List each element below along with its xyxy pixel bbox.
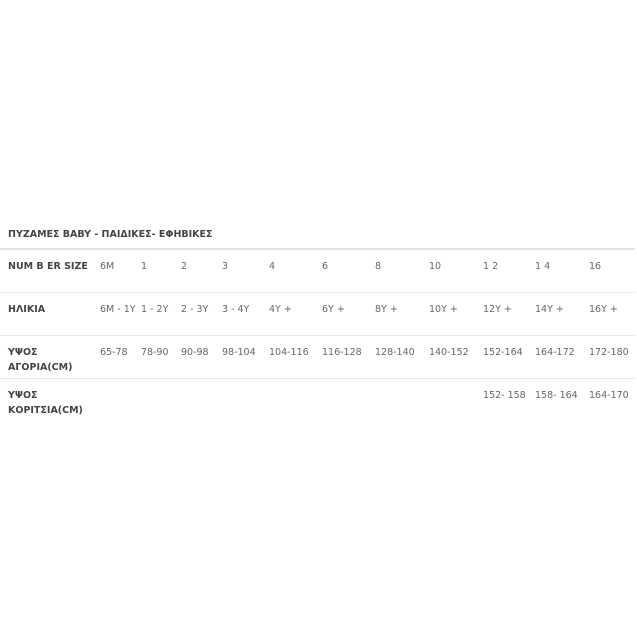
row-label: NUM B ER SIZE [0, 249, 100, 293]
table-cell [222, 379, 269, 422]
girls-height-row: ΥΨΟΣ ΚΟΡΙΤΣΙΑ(CM) 152- 158 158- 164 164-170 [0, 379, 635, 422]
table-cell: 16Y + [589, 292, 635, 336]
table-cell: 8Y + [375, 292, 429, 336]
table-cell: 8 [375, 249, 429, 293]
table-cell: 164-170 [589, 390, 629, 401]
table-cell: 6Y + [322, 292, 375, 336]
table-cell: 78-90 [141, 335, 181, 379]
table-cell: 10 [429, 249, 483, 293]
table-cell: 98-104 [222, 335, 269, 379]
table-cell: 128-140 [375, 335, 429, 379]
table-cell: 90-98 [181, 335, 222, 379]
table-cell [100, 379, 141, 422]
table-cell: 152-164 [483, 335, 535, 379]
table-title: ΠΥΖΑΜΕΣ BABY - ΠΑΙΔΙΚΕΣ- ΕΦΗΒΙΚΕΣ [8, 229, 213, 240]
table-cell [322, 379, 375, 422]
table-cell: 16 [589, 249, 635, 293]
table-cell: 6 [322, 249, 375, 293]
table-cell: 2 - 3Y [181, 292, 222, 336]
table-cell: 1 - 2Y [141, 292, 181, 336]
table-cell [375, 379, 429, 422]
table-cell: 172-180 [589, 335, 635, 379]
table-cell: 1 4 [535, 249, 589, 293]
table-cell: 14Y + [535, 292, 589, 336]
table-cell [181, 379, 222, 422]
table-cell: 164-172 [535, 335, 589, 379]
table-cell: 3 [222, 249, 269, 293]
row-label: ΥΨΟΣ ΚΟΡΙΤΣΙΑ(CM) [8, 390, 83, 416]
table-cell: 1 2 [483, 249, 535, 293]
table-cell: 4Y + [269, 292, 322, 336]
table-cell: 152- 158 [483, 390, 526, 401]
table-cell: 116-128 [322, 335, 375, 379]
boys-height-row: ΥΨΟΣ ΑΓΟΡΙΑ(CM) 65-78 78-90 90-98 98-104 104-… [0, 335, 635, 379]
table-cell: 2 [181, 249, 222, 293]
table-cell: 65-78 [100, 335, 141, 379]
table-cell: 6M [100, 249, 141, 293]
row-label: ΥΨΟΣ ΑΓΟΡΙΑ(CM) [0, 335, 100, 379]
table-cell [429, 379, 483, 422]
table-cell [269, 379, 322, 422]
table-cell: 104-116 [269, 335, 322, 379]
row-label: ΗΛΙΚΙΑ [0, 292, 100, 336]
table-cell: 6M - 1Y [100, 292, 141, 336]
age-row: ΗΛΙΚΙΑ 6M - 1Y 1 - 2Y 2 - 3Y 3 - 4Y 4Y +6Y +8… [0, 292, 635, 336]
table-cell: 12Y + [483, 292, 535, 336]
table-cell: 1 [141, 249, 181, 293]
table-cell: 10Y + [429, 292, 483, 336]
table-cell [141, 379, 181, 422]
table-cell: 158- 164 [535, 390, 578, 401]
table-cell: 4 [269, 249, 322, 293]
table-cell: 3 - 4Y [222, 292, 269, 336]
table-cell: 140-152 [429, 335, 483, 379]
